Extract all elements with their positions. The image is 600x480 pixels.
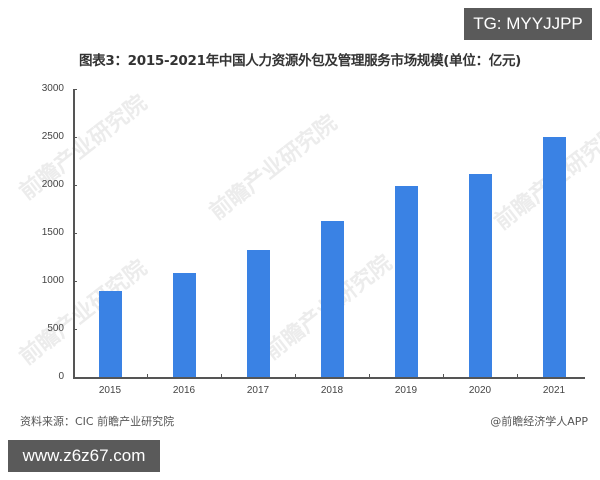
- y-tick-label: 1000: [41, 275, 64, 286]
- credit-note: @前瞻经济学人APP: [490, 415, 588, 428]
- x-tick-label: 2021: [542, 385, 566, 396]
- chart-title: 图表3：2015-2021年中国人力资源外包及管理服务市场规模(单位：亿元): [78, 53, 522, 69]
- bar-2017: [246, 250, 270, 377]
- x-tick: [517, 374, 518, 378]
- y-tick: [73, 233, 77, 234]
- y-tick-label: 500: [47, 323, 64, 334]
- x-tick-label: 2017: [246, 385, 270, 396]
- x-tick: [221, 374, 222, 378]
- y-tick: [73, 329, 77, 330]
- bar-2015: [98, 290, 122, 377]
- y-tick: [73, 377, 77, 378]
- y-tick: [73, 137, 77, 138]
- x-tick-label: 2018: [320, 385, 344, 396]
- bar-2019: [394, 185, 418, 377]
- bar-2021: [542, 137, 566, 377]
- x-tick: [369, 374, 370, 378]
- x-tick: [443, 374, 444, 378]
- x-tick-label: 2020: [468, 385, 492, 396]
- y-tick-label: 2000: [41, 179, 64, 190]
- x-axis: [73, 377, 585, 379]
- y-tick-label: 3000: [41, 83, 64, 94]
- bar-2018: [320, 221, 344, 377]
- source-note: 资料来源：CIC 前瞻产业研究院: [20, 415, 175, 428]
- x-tick-label: 2016: [172, 385, 196, 396]
- y-tick-label: 1500: [41, 227, 64, 238]
- y-tick: [73, 185, 77, 186]
- y-tick-label: 0: [58, 371, 64, 382]
- bar-2020: [468, 174, 492, 377]
- x-tick: [147, 374, 148, 378]
- y-tick-label: 2500: [41, 131, 64, 142]
- tg-badge: TG: MYYJJPP: [464, 8, 592, 40]
- bar-2016: [172, 273, 196, 377]
- url-badge: www.z6z67.com: [8, 440, 160, 472]
- y-tick: [73, 281, 77, 282]
- x-tick-label: 2015: [98, 385, 122, 396]
- y-tick: [73, 89, 77, 90]
- x-tick: [295, 374, 296, 378]
- x-tick-label: 2019: [394, 385, 418, 396]
